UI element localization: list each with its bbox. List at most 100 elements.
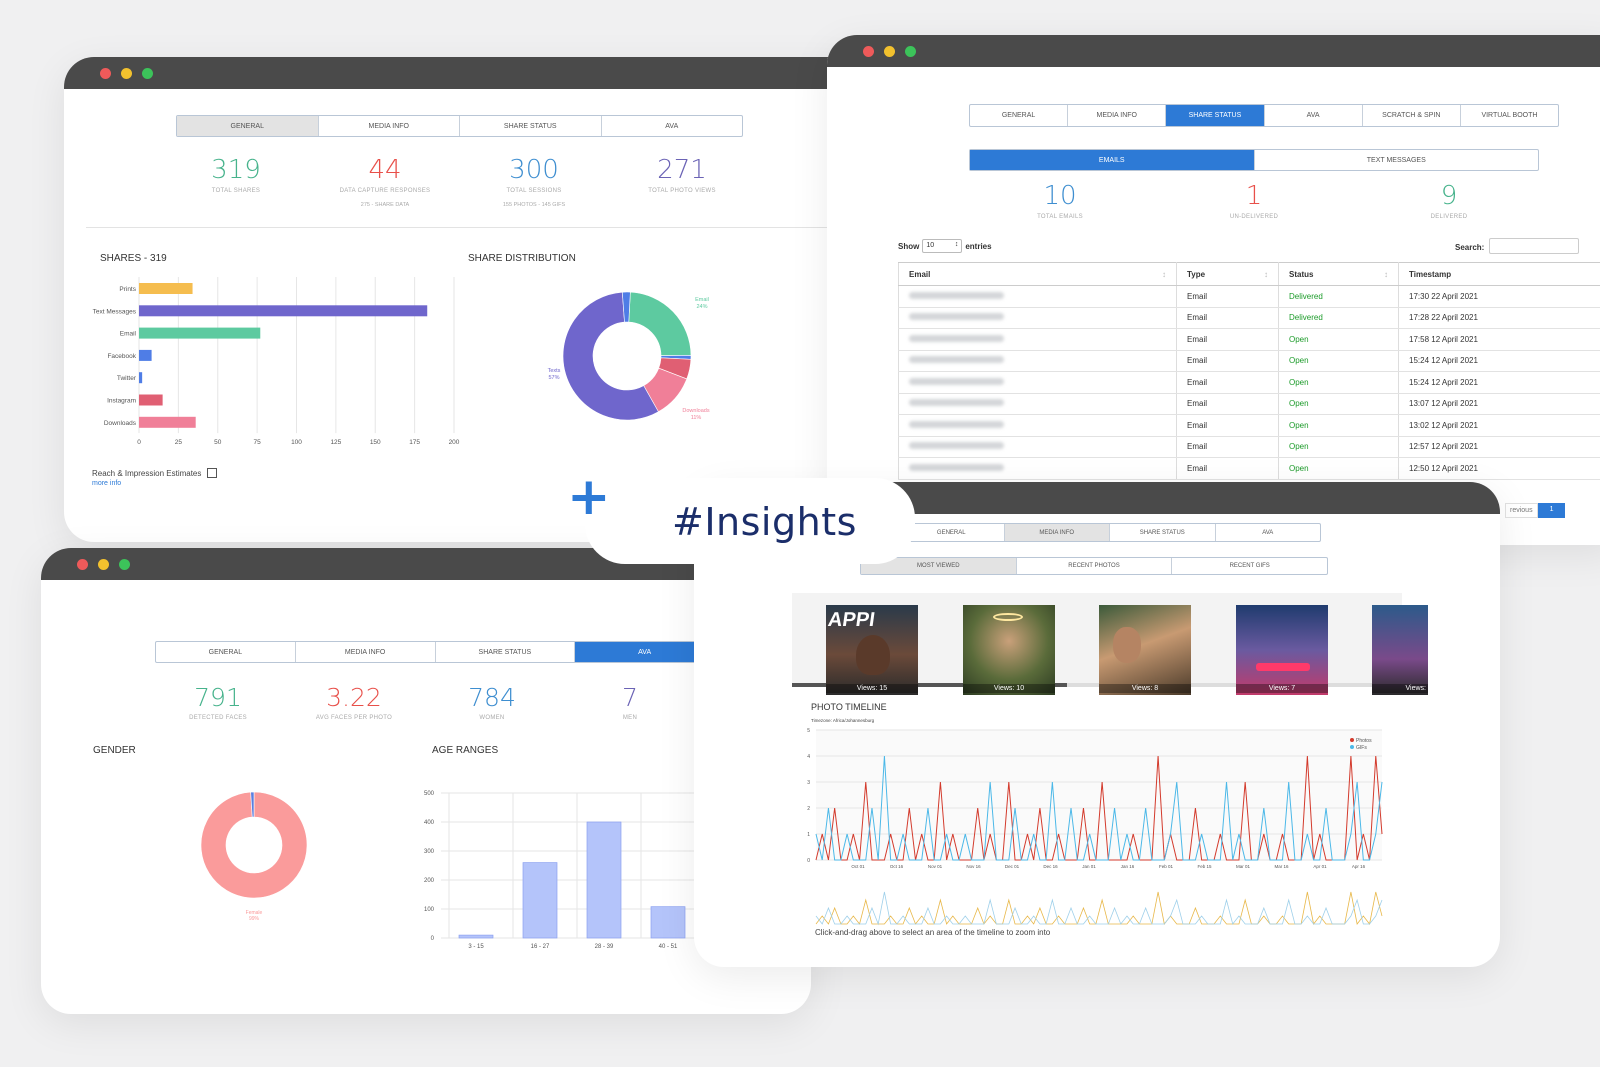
sort-icon: ↕ — [1384, 269, 1388, 279]
previous-button[interactable]: revious — [1505, 503, 1538, 518]
status-cell: Open — [1278, 371, 1399, 394]
media-subtabs: MOST VIEWED RECENT PHOTOS RECENT GIFS — [860, 557, 1328, 575]
minimize-dot-icon[interactable] — [884, 45, 895, 57]
tab-media-info[interactable]: MEDIA INFO — [296, 642, 436, 662]
tab-general[interactable]: GENERAL — [177, 116, 319, 136]
thumbnail-3[interactable]: Views: 8 — [1099, 605, 1191, 695]
thumbnail-1-views: Views: 15 — [826, 684, 918, 693]
emails-table: Email ↕ Type ↕ Status ↕ Timestamp Email Deli… — [898, 262, 1600, 480]
table-row[interactable]: Email Open 17:58 12 April 2021 — [898, 328, 1600, 351]
status-cell: Open — [1278, 457, 1399, 480]
tab-share-status[interactable]: SHARE STATUS — [1110, 524, 1216, 541]
tab-scratch-spin[interactable]: SCRATCH & SPIN — [1363, 105, 1461, 126]
col-email[interactable]: Email ↕ — [898, 262, 1177, 286]
window-titlebar — [827, 35, 1600, 67]
redacted-email — [909, 313, 1004, 321]
stat-men: 7 MEN — [570, 683, 690, 721]
entries-control: Show 10 ↕ entries — [898, 239, 992, 253]
table-row[interactable]: Email Delivered 17:30 22 April 2021 — [898, 285, 1600, 308]
plot-area — [816, 730, 1382, 860]
type-cell: Email — [1176, 457, 1279, 480]
more-info-link[interactable]: more info — [92, 480, 122, 487]
minimize-dot-icon[interactable] — [98, 558, 109, 570]
table-row[interactable]: Email Open 13:07 12 April 2021 — [898, 393, 1600, 415]
table-row[interactable]: Email Open 15:24 12 April 2021 — [898, 371, 1600, 394]
thumbnail-1[interactable]: APPI Views: 15 — [826, 605, 918, 695]
tab-media-info[interactable]: MEDIA INFO — [1004, 524, 1110, 541]
slice-email — [628, 291, 692, 356]
tab-recent-gifs[interactable]: RECENT GIFS — [1229, 563, 1270, 569]
tab-share-status[interactable]: SHARE STATUS — [460, 116, 602, 136]
email-slice-pct: 24% — [696, 304, 707, 310]
tab-share-status[interactable]: SHARE STATUS — [436, 642, 576, 662]
col-timestamp[interactable]: Timestamp — [1398, 262, 1600, 286]
table-row[interactable]: Email Open 12:57 12 April 2021 — [898, 436, 1600, 458]
tab-virtual-booth[interactable]: VIRTUAL BOOTH — [1481, 112, 1538, 119]
tab-ava[interactable]: AVA — [1265, 105, 1363, 126]
tab-recent-photos[interactable]: RECENT PHOTOS — [1017, 558, 1173, 574]
thumbnail-scrollbar[interactable] — [792, 683, 1402, 687]
tab-ava[interactable]: AVA — [665, 122, 679, 130]
minimize-dot-icon[interactable] — [121, 67, 132, 79]
shares-title: SHARES - 319 — [100, 253, 167, 264]
thumbnail-4[interactable]: Views: 7 — [1236, 605, 1328, 695]
x-tick-label: 150 — [370, 439, 381, 446]
tab-emails[interactable]: EMAILS — [970, 150, 1255, 170]
maximize-dot-icon[interactable] — [905, 45, 916, 57]
timeline-legend: Photos GIFs — [1350, 738, 1372, 751]
reach-checkbox[interactable] — [207, 468, 218, 478]
y-tick-label: 100 — [424, 907, 435, 913]
stat-women: 784 WOMEN — [432, 683, 552, 721]
thumbnail-2[interactable]: Views: 10 — [963, 605, 1055, 695]
x-tick-label: 125 — [330, 439, 341, 446]
stat-label: UN-DELIVERED — [1229, 214, 1279, 220]
close-dot-icon[interactable] — [77, 558, 88, 570]
table-row[interactable]: Email Open 15:24 12 April 2021 — [898, 350, 1600, 372]
tab-ava[interactable]: AVA — [575, 642, 714, 662]
email-cell — [898, 457, 1177, 480]
page-1-button[interactable]: 1 — [1537, 503, 1566, 518]
thumbnail-5[interactable]: Views: — [1372, 605, 1428, 695]
scroll-thumb[interactable] — [792, 683, 1067, 687]
ava-window: GENERAL MEDIA INFO SHARE STATUS AVA 791 … — [41, 548, 811, 1014]
search-input[interactable] — [1489, 238, 1579, 254]
redacted-email — [909, 291, 1004, 299]
insights-tagline: #Insights — [672, 500, 857, 544]
entries-select[interactable]: 10 ↕ — [922, 239, 963, 253]
col-type[interactable]: Type ↕ — [1176, 262, 1279, 286]
col-status[interactable]: Status ↕ — [1278, 262, 1399, 286]
y-tick-label: 400 — [424, 820, 435, 826]
tab-share-status[interactable]: SHARE STATUS — [1166, 105, 1265, 126]
tab-media-info[interactable]: MEDIA INFO — [1068, 105, 1167, 126]
timeline-overview-chart[interactable] — [804, 882, 1404, 928]
maximize-dot-icon[interactable] — [142, 67, 153, 79]
overview-series-gifs — [815, 891, 1383, 926]
tab-text-messages[interactable]: TEXT MESSAGES — [1366, 156, 1426, 164]
status-cell: Open — [1278, 436, 1399, 458]
tab-general[interactable]: GENERAL — [899, 524, 1005, 541]
x-tick-label: Jan 01 — [1082, 864, 1096, 869]
bar-twitter — [139, 372, 143, 384]
x-tick-label: Oct 01 — [851, 864, 865, 869]
close-dot-icon[interactable] — [100, 67, 111, 79]
tab-general[interactable]: GENERAL — [970, 105, 1069, 126]
table-row[interactable]: Email Open 13:02 12 April 2021 — [898, 414, 1600, 437]
gender-donut: Female 99% — [200, 791, 308, 922]
stat-value: 300 — [509, 155, 559, 185]
thumbnail-2-halo — [993, 613, 1023, 621]
general-tabs: GENERAL MEDIA INFO SHARE STATUS AVA — [176, 115, 743, 137]
tab-most-viewed[interactable]: MOST VIEWED — [861, 558, 1017, 574]
search-label: Search: — [1455, 243, 1485, 252]
table-row[interactable]: Email Open 12:50 12 April 2021 — [898, 457, 1600, 480]
stat-value: 7 — [622, 683, 638, 712]
tab-media-info[interactable]: MEDIA INFO — [319, 116, 460, 136]
email-cell — [898, 393, 1177, 415]
close-dot-icon[interactable] — [863, 45, 874, 57]
maximize-dot-icon[interactable] — [119, 558, 130, 570]
tab-ava[interactable]: AVA — [1262, 529, 1274, 536]
bar-downloads — [139, 416, 196, 428]
table-row[interactable]: Email Delivered 17:28 22 April 2021 — [898, 307, 1600, 329]
tab-general[interactable]: GENERAL — [156, 642, 296, 662]
category-label: Prints — [119, 286, 136, 293]
x-tick-label: 16 - 27 — [531, 944, 550, 950]
